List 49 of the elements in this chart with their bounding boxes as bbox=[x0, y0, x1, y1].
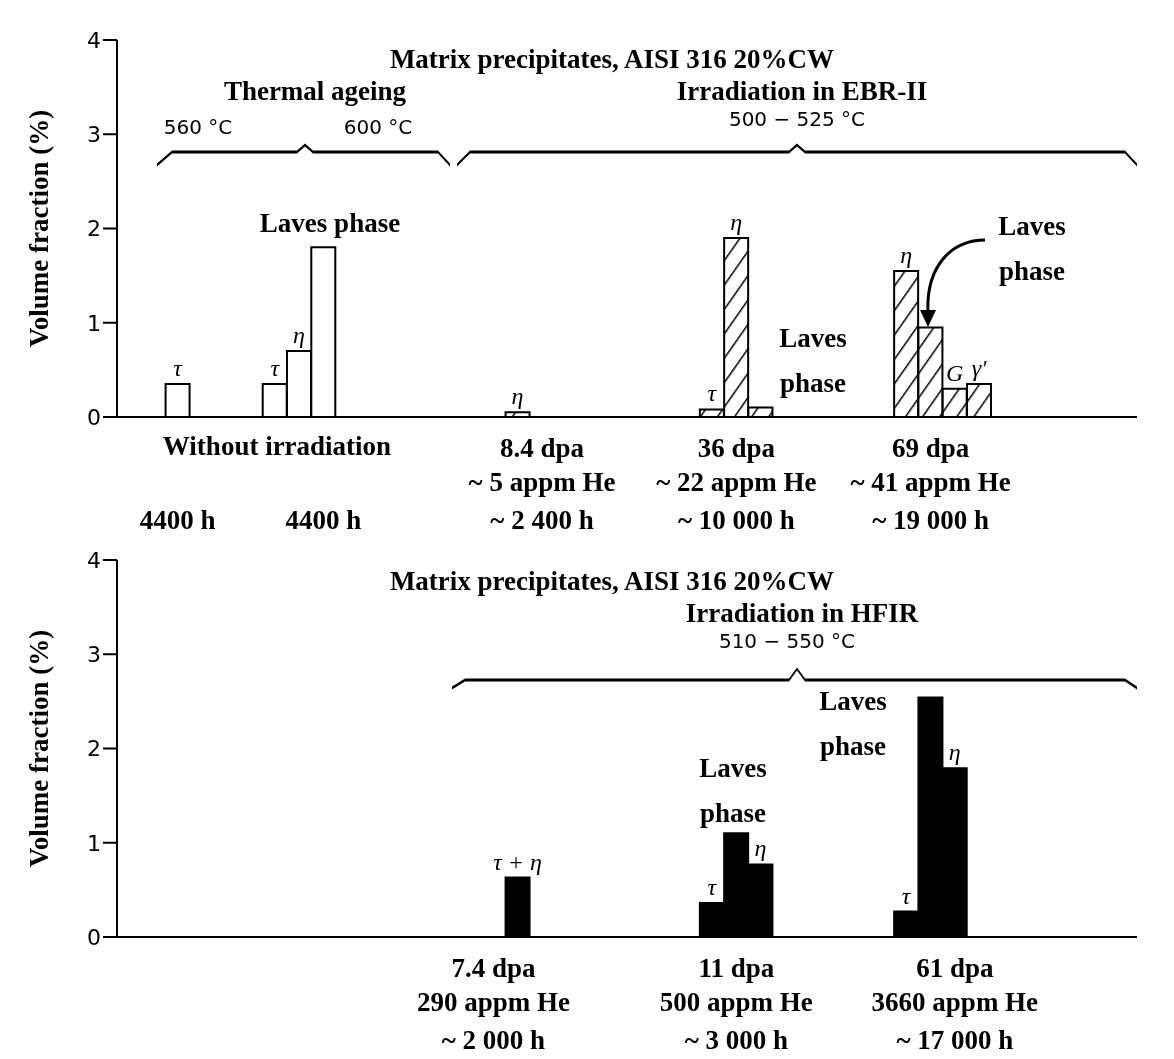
data-label: τ + η bbox=[493, 848, 542, 875]
x-tick-label: 8.4 dpa ~ 5 appm He ~ 2 400 h bbox=[468, 433, 616, 535]
data-label: τ bbox=[173, 355, 184, 382]
y-tick-label: 3 bbox=[87, 122, 101, 148]
data-label: η bbox=[900, 241, 913, 268]
y-axis-title: Volume fraction (%) bbox=[24, 109, 54, 348]
annotation: Irradiation in HFIR bbox=[685, 598, 919, 628]
data-label: η bbox=[948, 739, 961, 766]
annotation: 560 °C bbox=[163, 115, 233, 139]
data-label: τ bbox=[707, 874, 718, 901]
y-tick-label: 3 bbox=[87, 642, 101, 668]
data-label: G bbox=[946, 359, 964, 386]
data-label: η bbox=[511, 383, 524, 410]
y-tick-label: 2 bbox=[87, 216, 101, 242]
x-tick-label: 36 dpa ~ 22 appm He ~ 10 000 h bbox=[656, 433, 817, 535]
annotation: Irradiation in EBR-II bbox=[676, 76, 928, 106]
data-label: τ bbox=[270, 355, 281, 382]
annotation: 600 °C bbox=[343, 115, 413, 139]
annotation: Laves phase bbox=[779, 323, 847, 398]
annotation: Laves phase bbox=[699, 753, 767, 828]
annotation: Laves phase bbox=[998, 211, 1066, 286]
text: Without irradiation bbox=[162, 431, 392, 461]
x-tick-label: 61 dpa 3660 appm He ~ 17 000 h bbox=[871, 953, 1039, 1055]
annotation: 510 − 550 °C bbox=[718, 629, 856, 653]
y-tick-label: 0 bbox=[87, 924, 101, 950]
data-label: η bbox=[754, 835, 767, 862]
y-tick-label: 0 bbox=[87, 404, 101, 430]
x-tick-label: 69 dpa ~ 41 appm He ~ 19 000 h bbox=[850, 433, 1011, 535]
x-tick-label: 4400 h bbox=[139, 505, 216, 535]
annotation: Thermal ageing bbox=[223, 76, 407, 106]
y-tick-label: 1 bbox=[87, 310, 101, 336]
x-tick-label: 11 dpa 500 appm He ~ 3 000 h bbox=[659, 953, 813, 1055]
chart-title: Matrix precipitates, AISI 316 20%CW bbox=[389, 566, 835, 596]
data-label: τ bbox=[901, 882, 912, 909]
data-label: η bbox=[293, 322, 305, 349]
data-label: τ bbox=[707, 380, 718, 407]
y-tick-label: 4 bbox=[87, 27, 101, 53]
x-tick-label: 4400 h bbox=[285, 505, 362, 535]
y-tick-label: 4 bbox=[87, 547, 101, 573]
annotation: Laves phase bbox=[259, 208, 401, 238]
y-tick-label: 2 bbox=[87, 736, 101, 762]
annotation: 500 − 525 °C bbox=[728, 107, 866, 131]
data-label: η bbox=[730, 208, 743, 235]
annotation: Laves phase bbox=[819, 686, 887, 761]
x-tick-label: 7.4 dpa 290 appm He ~ 2 000 h bbox=[416, 953, 570, 1055]
chart-title: Matrix precipitates, AISI 316 20%CW bbox=[389, 44, 835, 74]
y-tick-label: 1 bbox=[87, 830, 101, 856]
data-label: γ' bbox=[971, 355, 988, 382]
y-axis-title: Volume fraction (%) bbox=[24, 629, 54, 868]
